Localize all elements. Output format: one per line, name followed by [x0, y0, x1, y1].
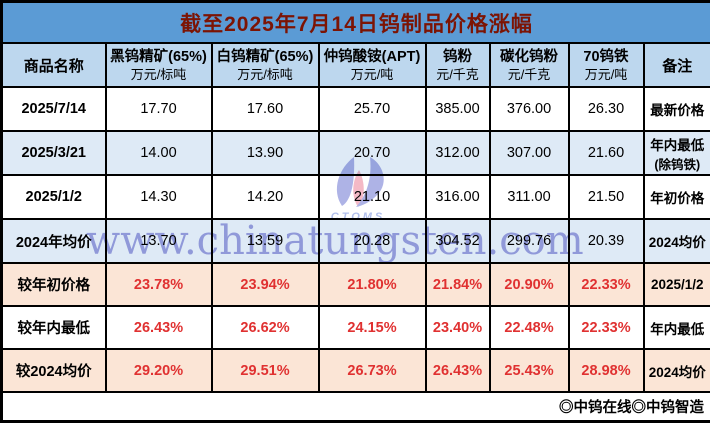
change-cell: 23.78% — [104, 262, 213, 307]
price-row-2025-3-21: 2025/3/21 14.00 13.90 20.70 312.00 307.0… — [0, 130, 710, 176]
change-cell: 24.15% — [317, 305, 427, 350]
footer-row: ◎中钨在线◎中钨智造 — [0, 391, 710, 423]
change-cell: 21.80% — [317, 262, 427, 307]
price-cell: 21.60 — [567, 130, 645, 176]
price-row-2025-1-2: 2025/1/2 14.30 14.20 21.10 316.00 311.00… — [0, 174, 710, 220]
price-cell: 21.10 — [317, 174, 427, 220]
header-col-tungsten-powder: 钨粉 元/千克 — [424, 42, 491, 88]
price-row-2025-7-14: 2025/7/14 17.70 17.60 25.70 385.00 376.0… — [0, 86, 710, 132]
price-cell: 20.28 — [317, 218, 427, 264]
credit-text: ◎中钨在线◎中钨智造 — [0, 391, 710, 423]
header-remark: 备注 — [642, 42, 710, 88]
change-cell: 26.62% — [210, 305, 320, 350]
price-cell: 14.00 — [104, 130, 213, 176]
price-cell: 20.39 — [567, 218, 645, 264]
change-cell: 22.33% — [567, 305, 645, 350]
header-row: 商品名称 黑钨精矿(65%) 万元/标吨 白钨精矿(65%) 万元/标吨 仲钨酸… — [0, 42, 710, 88]
price-cell: 307.00 — [488, 130, 570, 176]
price-cell: 14.30 — [104, 174, 213, 220]
header-col-apt: 仲钨酸铵(APT) 万元/吨 — [317, 42, 427, 88]
title-row: 截至2025年7月14日钨制品价格涨幅 — [0, 0, 710, 44]
price-cell: 385.00 — [424, 86, 491, 132]
header-col-white-tungsten: 白钨精矿(65%) 万元/标吨 — [210, 42, 320, 88]
change-row-vs-2024-avg: 较2024均价 29.20% 29.51% 26.73% 26.43% 25.4… — [0, 348, 710, 393]
change-cell: 29.20% — [104, 348, 213, 393]
remark-cell: 2025/1/2 — [642, 262, 710, 307]
change-row-vs-year-start: 较年初价格 23.78% 23.94% 21.80% 21.84% 20.90%… — [0, 262, 710, 307]
change-cell: 22.48% — [488, 305, 570, 350]
change-row-vs-year-low: 较年内最低 26.43% 26.62% 24.15% 23.40% 22.48%… — [0, 305, 710, 350]
row-label: 较2024均价 — [0, 348, 107, 393]
price-cell: 311.00 — [488, 174, 570, 220]
change-cell: 25.43% — [488, 348, 570, 393]
remark-cell: 2024均价 — [642, 348, 710, 393]
price-cell: 316.00 — [424, 174, 491, 220]
remark-cell: 年初价格 — [642, 174, 710, 220]
change-cell: 26.43% — [104, 305, 213, 350]
change-cell: 26.73% — [317, 348, 427, 393]
row-label: 2025/1/2 — [0, 174, 107, 220]
row-label: 较年内最低 — [0, 305, 107, 350]
price-cell: 25.70 — [317, 86, 427, 132]
remark-cell: 最新价格 — [642, 86, 710, 132]
change-cell: 26.43% — [424, 348, 491, 393]
row-label: 2025/3/21 — [0, 130, 107, 176]
header-col-carbide-powder: 碳化钨粉 元/千克 — [488, 42, 570, 88]
price-cell: 13.59 — [210, 218, 320, 264]
change-cell: 22.33% — [567, 262, 645, 307]
change-cell: 20.90% — [488, 262, 570, 307]
row-label: 2024年均价 — [0, 218, 107, 264]
price-cell: 13.90 — [210, 130, 320, 176]
header-product-name: 商品名称 — [0, 42, 107, 88]
price-cell: 376.00 — [488, 86, 570, 132]
change-cell: 29.51% — [210, 348, 320, 393]
change-cell: 21.84% — [424, 262, 491, 307]
change-cell: 23.40% — [424, 305, 491, 350]
row-label: 2025/7/14 — [0, 86, 107, 132]
remark-cell: 年内最低 (除钨铁) — [642, 130, 710, 176]
price-cell: 17.70 — [104, 86, 213, 132]
header-col-black-tungsten: 黑钨精矿(65%) 万元/标吨 — [104, 42, 213, 88]
remark-cell: 年内最低 — [642, 305, 710, 350]
table-title: 截至2025年7月14日钨制品价格涨幅 — [0, 0, 710, 44]
price-row-2024-avg: 2024年均价 13.70 13.59 20.28 304.52 299.76 … — [0, 218, 710, 264]
change-cell: 28.98% — [567, 348, 645, 393]
row-label: 较年初价格 — [0, 262, 107, 307]
change-cell: 23.94% — [210, 262, 320, 307]
price-cell: 304.52 — [424, 218, 491, 264]
price-cell: 20.70 — [317, 130, 427, 176]
price-cell: 14.20 — [210, 174, 320, 220]
price-cell: 21.50 — [567, 174, 645, 220]
price-cell: 26.30 — [567, 86, 645, 132]
price-cell: 17.60 — [210, 86, 320, 132]
header-col-ferrotungsten: 70钨铁 万元/吨 — [567, 42, 645, 88]
price-cell: 13.70 — [104, 218, 213, 264]
price-cell: 312.00 — [424, 130, 491, 176]
remark-cell: 2024均价 — [642, 218, 710, 264]
price-cell: 299.76 — [488, 218, 570, 264]
